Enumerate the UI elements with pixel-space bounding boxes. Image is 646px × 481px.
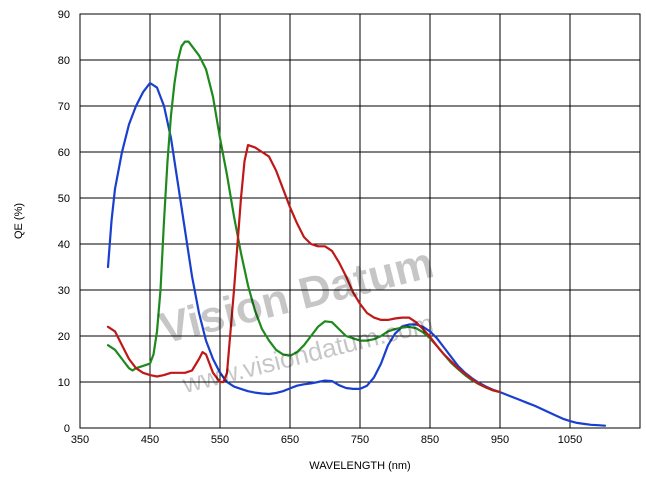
x-tick-label: 950 xyxy=(491,434,509,446)
x-tick-label: 1050 xyxy=(558,434,582,446)
x-tick-label: 550 xyxy=(211,434,229,446)
series-line-3 xyxy=(106,144,502,394)
y-tick-label: 50 xyxy=(58,193,70,205)
y-tick-label: 30 xyxy=(58,285,70,297)
x-axis-title: WAVELENGTH (nm) xyxy=(309,460,410,472)
y-tick-label: 80 xyxy=(58,55,70,67)
x-tick-label: 750 xyxy=(351,434,369,446)
y-tick-label: 60 xyxy=(58,147,70,159)
y-tick-label: 0 xyxy=(64,423,70,435)
tick-labels: 350 450 550 650 750 850 950 1050 0 10 20 30 40 50 60 70… xyxy=(58,9,582,446)
y-axis-title: QE (%) xyxy=(13,203,25,239)
watermark: Vision Datum www.visiondatum.com xyxy=(155,238,439,399)
series-line-2 xyxy=(106,40,502,394)
x-tick-label: 650 xyxy=(281,434,299,446)
series-lines xyxy=(106,40,607,427)
x-tick-label: 350 xyxy=(71,434,89,446)
y-tick-label: 90 xyxy=(58,9,70,21)
x-tick-label: 450 xyxy=(141,434,159,446)
y-tick-label: 10 xyxy=(58,377,70,389)
y-tick-label: 70 xyxy=(58,101,70,113)
plot-frame xyxy=(79,13,641,429)
series-line-1 xyxy=(106,81,607,427)
x-tick-label: 850 xyxy=(421,434,439,446)
y-tick-label: 20 xyxy=(58,331,70,343)
y-tick-label: 40 xyxy=(58,239,70,251)
